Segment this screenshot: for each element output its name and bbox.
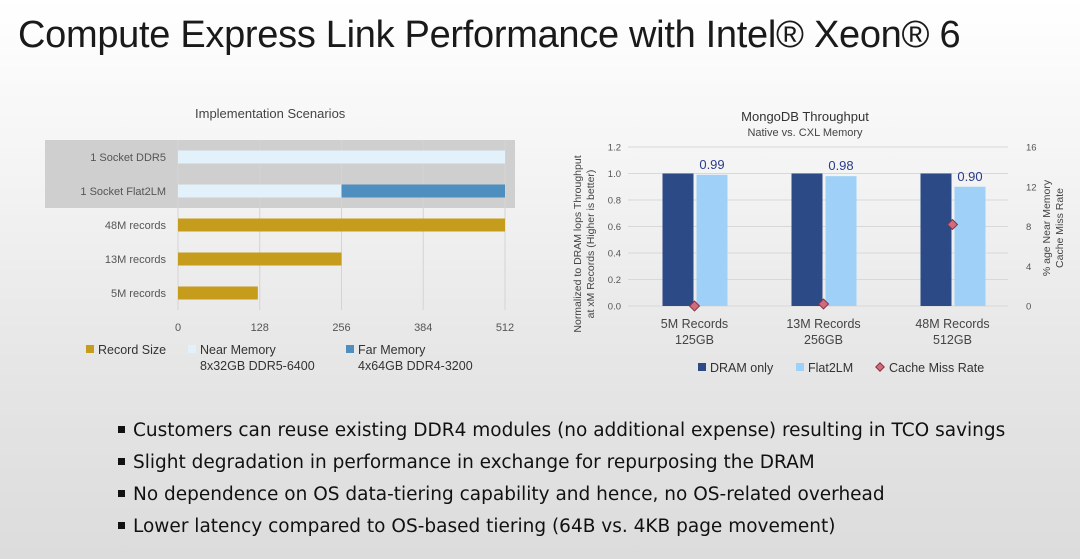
bar-near-memory [178,184,342,198]
bullet-text: Lower latency compared to OS-based tieri… [133,516,836,537]
legend-swatch [796,363,804,371]
legend-marker [875,362,885,372]
y2-axis-label-line: Cache Miss Rate [1054,188,1066,268]
bar-record-size [178,286,258,300]
bar-far-memory [341,184,505,198]
marker-cache-miss [817,298,830,310]
bar-dram-only [662,173,694,306]
legend-swatch [346,345,354,353]
bullet-item: Lower latency compared to OS-based tieri… [118,514,1005,546]
mongodb-throughput-chart: MongoDB Throughput Native vs. CXL Memory 0… [572,109,1066,375]
bar-near-memory [178,150,505,164]
legend-swatch [188,345,196,353]
y-tick-label: 0.8 [608,196,621,207]
x-category-label: 5M Records [661,317,728,331]
legend-swatch [698,363,706,371]
x-tick-label: 128 [251,322,269,334]
y-axis-label-line: at xM Records (Higher is better) [585,170,597,319]
chart-subtitle: Native vs. CXL Memory [747,127,863,139]
bullet-square-icon [118,522,125,529]
y-tick-label: 0.0 [608,302,621,313]
legend-label: Flat2LM [808,361,853,375]
x-category-label: 48M Records [915,317,989,331]
y-tick-label: 1.0 [608,169,621,180]
bar-flat2lm [696,174,728,306]
y-axis-label: Normalized to DRAM lops Throughputat xM … [572,155,597,332]
x-tick-label: 512 [496,322,514,334]
bullet-text: No dependence on OS data-tiering capabil… [133,484,885,505]
y2-axis-label: % age Near MemoryCache Miss Rate [1041,179,1066,276]
implementation-scenarios-chart: Implementation Scenarios 0 128 256 384 512 1 S… [45,106,515,373]
bullet-square-icon [118,426,125,433]
y2-tick-label: 16 [1026,143,1037,154]
bullet-text: Slight degradation in performance in exc… [133,452,815,473]
legend-label: Record Size [98,343,166,357]
x-category-sublabel: 256GB [804,333,843,347]
x-category-label: 13M Records [786,317,860,331]
legend-sublabel: 4x64GB DDR4-3200 [358,359,473,373]
bullet-square-icon [118,458,125,465]
y2-tick-label: 12 [1026,182,1037,193]
bullet-item: No dependence on OS data-tiering capabil… [118,482,1005,514]
bullet-item: Slight degradation in performance in exc… [118,450,1005,482]
legend-label: Cache Miss Rate [889,361,984,375]
category-label: 13M records [105,254,167,266]
chart-title: MongoDB Throughput [741,109,869,124]
y-tick-label: 0.6 [608,222,621,233]
bar-record-size [178,252,342,266]
bar-record-size [178,218,505,232]
bar-flat2lm [954,186,986,306]
category-label: 5M records [111,288,167,300]
category-label: 1 Socket Flat2LM [80,186,166,198]
x-tick-label: 384 [414,322,432,334]
x-category-sublabel: 125GB [675,333,714,347]
marker-cache-miss [946,218,959,231]
data-label: 0.98 [828,158,853,173]
bar-dram-only [791,173,823,306]
y-axis-label-line: Normalized to DRAM lops Throughput [572,155,584,332]
data-label: 0.99 [699,157,724,172]
bullet-item: Customers can reuse existing DDR4 module… [118,418,1005,450]
legend-sublabel: 8x32GB DDR5-6400 [200,359,315,373]
legend-label: Far Memory [358,343,426,357]
y-tick-label: 0.4 [608,249,621,260]
bullet-text: Customers can reuse existing DDR4 module… [133,420,1006,441]
x-tick-label: 0 [175,322,181,334]
y2-tick-label: 4 [1026,262,1031,273]
x-tick-label: 256 [332,322,350,334]
bullet-list: Customers can reuse existing DDR4 module… [118,418,1005,546]
slide-title: Compute Express Link Performance with In… [18,14,961,56]
marker-cache-miss [688,300,701,312]
y-tick-label: 1.2 [608,143,621,154]
category-label: 48M records [105,220,167,232]
chart-title: Implementation Scenarios [195,106,346,121]
bar-flat2lm [825,176,857,306]
y-tick-label: 0.2 [608,275,621,286]
y2-tick-label: 0 [1026,302,1031,313]
legend-label: DRAM only [710,361,774,375]
data-label: 0.90 [957,169,982,184]
y2-tick-label: 8 [1026,222,1031,233]
bar-dram-only [920,173,952,306]
legend-swatch [86,345,94,353]
y2-axis-label-line: % age Near Memory [1041,179,1053,276]
legend-label: Near Memory [200,343,276,357]
category-label: 1 Socket DDR5 [90,152,166,164]
x-category-sublabel: 512GB [933,333,972,347]
bullet-square-icon [118,490,125,497]
